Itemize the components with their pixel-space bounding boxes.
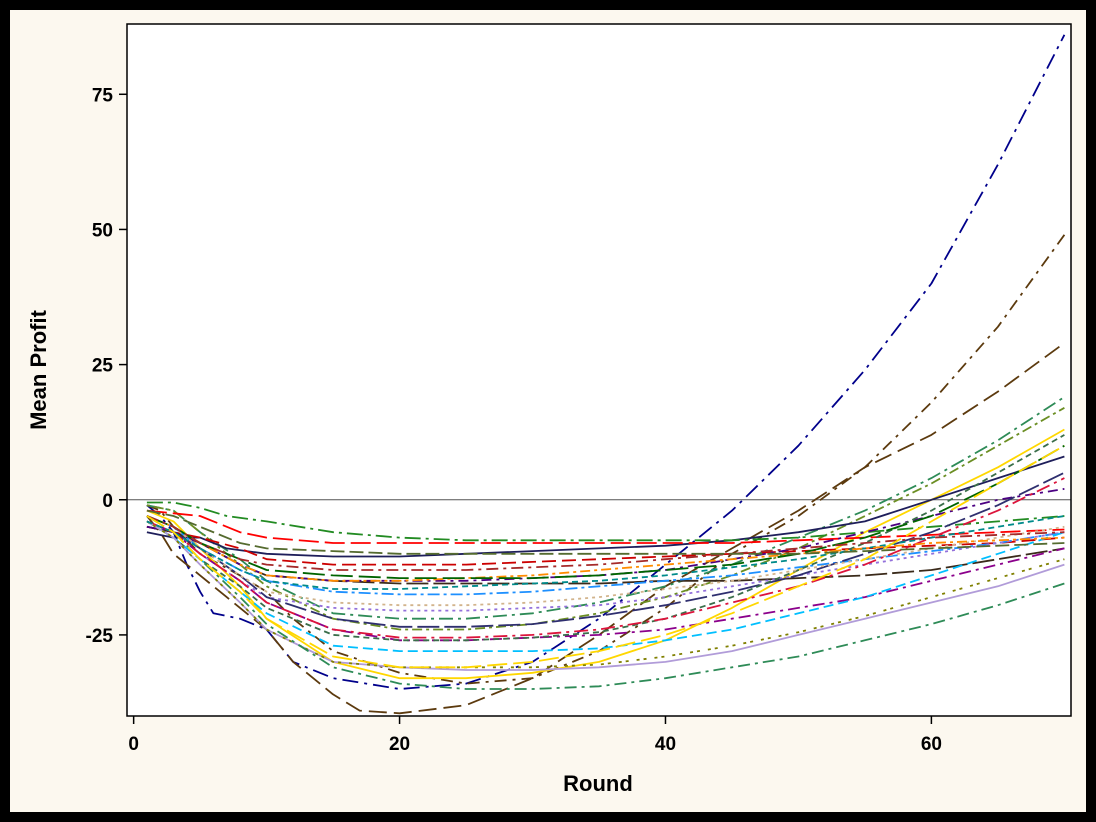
y-tick-label: 50 bbox=[92, 220, 113, 241]
series-line-3 bbox=[146, 342, 1065, 715]
series-line-19 bbox=[146, 520, 1065, 652]
series-line-21 bbox=[146, 520, 1065, 671]
series-line-17 bbox=[146, 434, 1065, 642]
x-tick-label: 20 bbox=[389, 734, 410, 755]
series-line-7 bbox=[146, 455, 1065, 558]
y-tick-label: -25 bbox=[86, 626, 114, 647]
x-tick-label: 40 bbox=[655, 734, 676, 755]
series-line-4 bbox=[146, 396, 1065, 620]
y-axis-title: Mean Profit bbox=[26, 309, 51, 429]
series-line-16 bbox=[146, 520, 1065, 642]
y-tick-label: 75 bbox=[92, 85, 114, 106]
series-line-28 bbox=[146, 444, 1065, 669]
series-line-27 bbox=[146, 515, 1065, 571]
series-line-8 bbox=[146, 501, 1065, 542]
series-line-26 bbox=[146, 444, 1065, 579]
series-line-9 bbox=[146, 509, 1065, 544]
series-line-29 bbox=[146, 509, 1065, 555]
x-axis-title: Round bbox=[563, 771, 633, 796]
x-tick-label: 0 bbox=[128, 734, 139, 755]
series-line-23 bbox=[146, 515, 1065, 690]
series-line-20 bbox=[146, 477, 1065, 639]
series-line-6 bbox=[146, 428, 1065, 680]
plot-area bbox=[127, 24, 1071, 716]
x-tick-label: 60 bbox=[921, 734, 942, 755]
series-line-25 bbox=[146, 515, 1065, 582]
y-tick-label: 25 bbox=[92, 356, 114, 377]
series-line-24 bbox=[146, 515, 1065, 590]
plot-border bbox=[126, 23, 1072, 717]
y-tick-label: 0 bbox=[102, 491, 113, 512]
